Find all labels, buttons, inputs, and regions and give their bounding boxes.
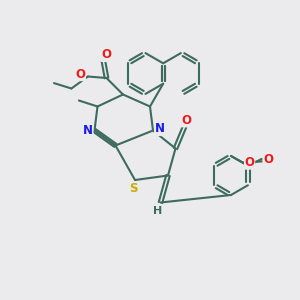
Text: O: O <box>244 156 255 169</box>
Text: N: N <box>154 122 165 136</box>
Text: O: O <box>75 68 85 81</box>
Text: H: H <box>154 206 163 217</box>
Text: N: N <box>83 124 93 137</box>
Text: O: O <box>181 114 191 127</box>
Text: S: S <box>129 182 138 195</box>
Text: O: O <box>101 48 112 62</box>
Text: O: O <box>263 153 273 166</box>
